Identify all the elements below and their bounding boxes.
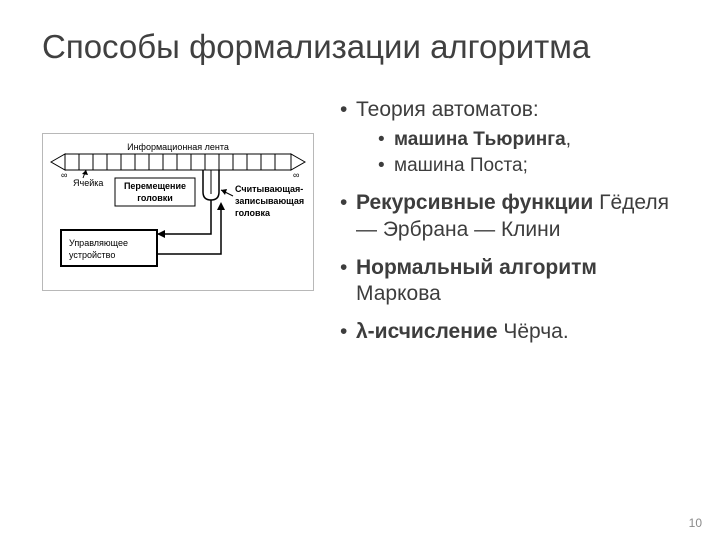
li4-rest: Чёрча. — [498, 320, 569, 343]
fig-tape: ∞ ∞ — [51, 154, 305, 180]
list-item: Теория автоматов: машина Тьюринга, машин… — [340, 97, 678, 179]
li1-sub1-rest: , — [566, 129, 571, 150]
fig-rw-1: Считывающая- — [235, 184, 303, 194]
li2-bold: Рекурсивные функции — [356, 191, 593, 214]
list-item: машина Поста; — [378, 153, 678, 179]
li3-rest: Маркова — [356, 282, 441, 305]
slide: Способы формализации алгоритма Информаци… — [0, 0, 720, 540]
page-number: 10 — [689, 516, 702, 530]
fig-move-label: Перемещение — [124, 181, 186, 191]
list-item: λ-исчисление Чёрча. — [340, 319, 678, 345]
li4-bold: λ-исчисление — [356, 320, 498, 343]
sub-list: машина Тьюринга, машина Поста; — [356, 127, 678, 178]
main-list: Теория автоматов: машина Тьюринга, машин… — [340, 97, 678, 346]
fig-head-icon — [203, 170, 219, 200]
figure-column: Информационная лента ∞ ∞ — [42, 97, 314, 358]
list-item: Рекурсивные функции Гёделя — Эрбрана — К… — [340, 190, 678, 243]
fig-inf-left: ∞ — [61, 170, 67, 180]
turing-figure: Информационная лента ∞ ∞ — [42, 133, 314, 291]
fig-tape-title: Информационная лента — [127, 142, 229, 152]
fig-rw-2: записывающая — [235, 196, 304, 206]
list-column: Теория автоматов: машина Тьюринга, машин… — [340, 97, 678, 358]
fig-link-lines — [157, 200, 225, 254]
fig-cell-label: Ячейка — [73, 178, 103, 188]
li1-sub2: машина Поста; — [394, 155, 528, 176]
list-item: Нормальный алгоритм Маркова — [340, 255, 678, 308]
li1-text: Теория автоматов: — [356, 98, 539, 121]
li3-bold: Нормальный алгоритм — [356, 256, 597, 279]
fig-ctrl-1: Управляющее — [69, 238, 128, 248]
fig-ctrl-2: устройство — [69, 250, 115, 260]
fig-rw-3: головка — [235, 208, 271, 218]
list-item: машина Тьюринга, — [378, 127, 678, 153]
content-row: Информационная лента ∞ ∞ — [42, 97, 678, 358]
fig-inf-right: ∞ — [293, 170, 299, 180]
fig-heads-label: головки — [137, 193, 173, 203]
li1-sub1-bold: машина Тьюринга — [394, 129, 566, 150]
slide-title: Способы формализации алгоритма — [42, 28, 678, 67]
fig-ctrl-box — [61, 230, 157, 266]
